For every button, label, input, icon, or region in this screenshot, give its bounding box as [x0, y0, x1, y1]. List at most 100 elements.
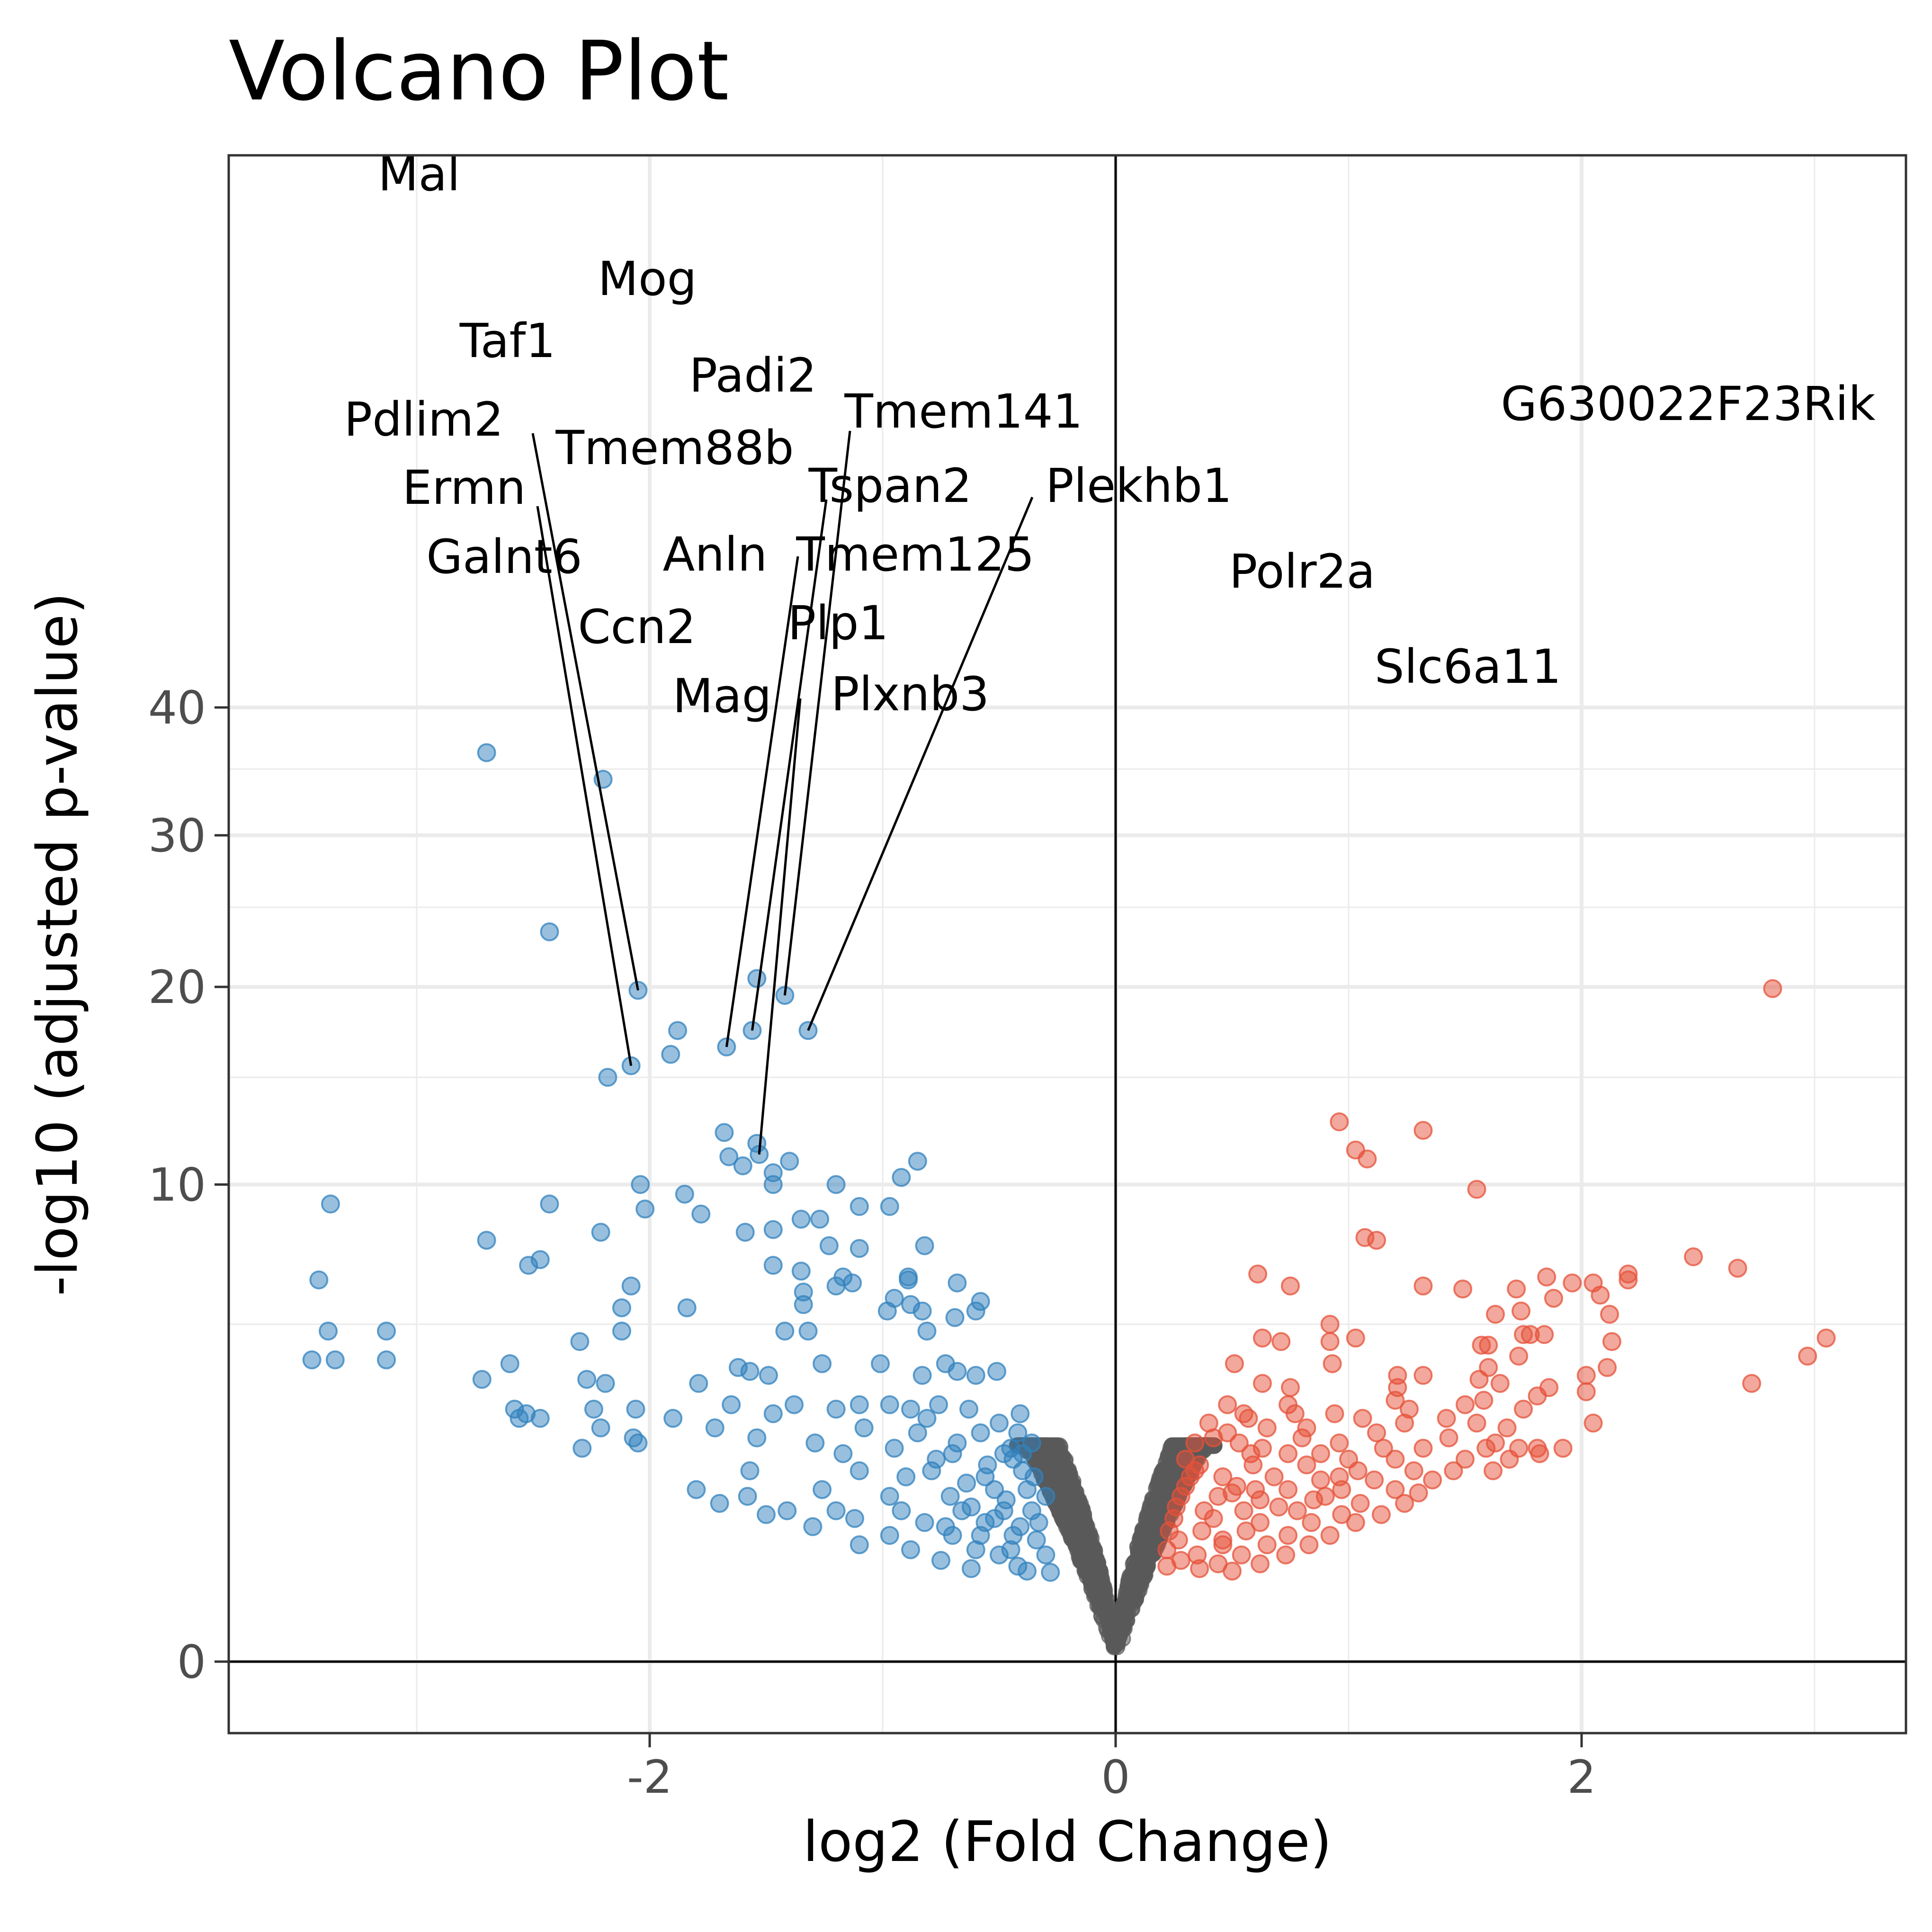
gene-label: Padi2	[689, 349, 816, 403]
point-up	[1563, 1273, 1582, 1293]
point-up	[1251, 1554, 1270, 1574]
point-up	[1348, 1461, 1368, 1480]
point-down	[691, 1204, 711, 1224]
point-up	[1223, 1561, 1242, 1581]
gene-label: Plxnb3	[831, 667, 989, 722]
point-down	[826, 1501, 846, 1521]
point-down	[987, 1362, 1007, 1381]
point-down	[892, 1168, 911, 1187]
point-down	[948, 1362, 967, 1381]
point-ns	[1115, 1620, 1132, 1637]
y-axis-title: -log10 (adjusted p-value)	[25, 592, 90, 1296]
point-up	[1213, 1535, 1233, 1555]
point-down	[791, 1209, 811, 1229]
point-down	[843, 1273, 862, 1293]
y-tick-label: 20	[148, 961, 206, 1014]
point-up	[1218, 1395, 1237, 1414]
point-up	[1279, 1395, 1298, 1414]
gene-label: G630022F23Rik	[1501, 377, 1876, 431]
point-down	[687, 1480, 706, 1499]
point-down	[321, 1194, 340, 1214]
point-down	[899, 1267, 918, 1287]
point-up	[1213, 1467, 1233, 1486]
point-up	[1320, 1332, 1340, 1351]
point-up	[1257, 1418, 1277, 1438]
point-up	[1346, 1513, 1365, 1532]
point-down	[763, 1404, 783, 1423]
point-down	[850, 1197, 869, 1216]
point-down	[880, 1486, 899, 1506]
point-up	[1509, 1346, 1529, 1366]
label-leader-line	[751, 499, 828, 1031]
x-tick-label: -2	[627, 1751, 672, 1804]
label-leader-line	[531, 433, 639, 991]
point-up	[1232, 1545, 1251, 1565]
point-down	[833, 1444, 853, 1463]
point-down	[584, 1399, 603, 1419]
point-up	[1297, 1455, 1316, 1475]
point-down	[710, 1494, 729, 1513]
point-down	[377, 1321, 396, 1341]
point-up	[1190, 1559, 1209, 1578]
point-up	[1485, 1305, 1505, 1324]
point-down	[1041, 1563, 1060, 1582]
point-down	[978, 1455, 997, 1475]
point-up	[1490, 1374, 1510, 1393]
point-down	[628, 1433, 648, 1453]
point-down	[961, 1497, 981, 1517]
point-down	[722, 1395, 741, 1414]
point-up	[1553, 1439, 1573, 1458]
point-down	[612, 1298, 631, 1317]
point-up	[1816, 1328, 1836, 1348]
point-down	[826, 1399, 846, 1419]
point-up	[1530, 1444, 1549, 1463]
point-down	[661, 1045, 680, 1064]
point-up	[1246, 1480, 1265, 1499]
point-up	[1456, 1449, 1475, 1469]
point-up	[1413, 1439, 1433, 1458]
label-leader-line	[758, 698, 802, 1155]
label-leader-line	[536, 506, 633, 1066]
point-up	[1192, 1521, 1212, 1541]
point-up	[1358, 1149, 1377, 1169]
point-up	[1367, 1423, 1386, 1442]
point-ns	[1053, 1467, 1070, 1484]
point-down	[850, 1461, 869, 1480]
point-down	[917, 1321, 937, 1341]
point-up	[1437, 1409, 1456, 1428]
point-down	[689, 1374, 708, 1393]
point-up	[1395, 1494, 1414, 1513]
point-down	[819, 1236, 839, 1255]
gene-label: Pdlim2	[344, 393, 504, 447]
point-down	[880, 1526, 899, 1545]
point-up	[1439, 1428, 1458, 1448]
point-up	[1302, 1513, 1321, 1532]
point-down	[1024, 1467, 1044, 1486]
point-up	[1537, 1267, 1556, 1287]
point-down	[677, 1298, 697, 1317]
point-up	[1619, 1270, 1638, 1289]
point-down	[948, 1433, 967, 1453]
label-leader-line	[807, 497, 1034, 1031]
point-down	[813, 1480, 832, 1499]
point-down	[477, 1231, 496, 1250]
point-up	[1591, 1286, 1610, 1305]
point-up	[1315, 1486, 1335, 1506]
point-down	[747, 969, 767, 988]
point-down	[540, 922, 559, 941]
gene-label: Plekhb1	[1046, 459, 1232, 513]
point-down	[778, 1501, 797, 1521]
point-down	[763, 1175, 783, 1194]
point-down	[940, 1486, 960, 1506]
point-down	[966, 1366, 985, 1385]
point-down	[705, 1418, 724, 1438]
point-down	[826, 1175, 846, 1194]
point-down	[1011, 1404, 1030, 1423]
point-up	[1497, 1418, 1517, 1438]
point-down	[961, 1559, 981, 1578]
point-up	[1798, 1346, 1817, 1366]
point-down	[319, 1321, 338, 1341]
point-up	[1234, 1501, 1253, 1521]
